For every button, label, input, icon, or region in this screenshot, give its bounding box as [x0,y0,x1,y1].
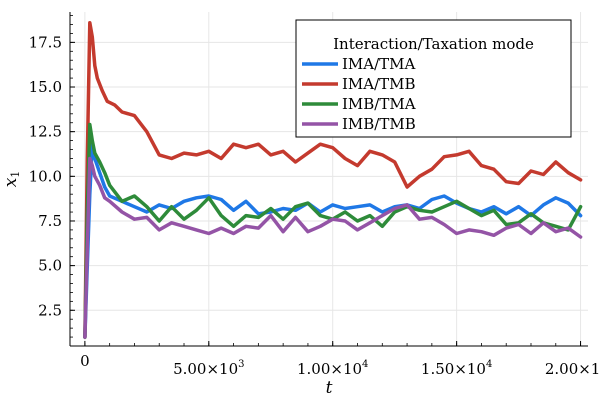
y-axis-label-main: x [1,177,21,187]
y-tick-label: 17.5 [29,33,62,51]
x-axis-label: t [326,378,333,398]
legend-title: Interaction/Taxation mode [333,35,534,53]
x-tick-label: 1.00×104 [297,359,368,378]
x-tick-mantissa: 1.50×10 [421,360,486,378]
series-line [83,122,583,339]
x-tick-mantissa: 1.00×10 [297,360,362,378]
x-tick-mantissa: 0 [80,352,90,370]
axes [69,12,588,347]
x-tick-label: 0 [80,352,90,370]
x-tick-mantissa: 5.00×10 [173,360,238,378]
series-line [83,20,583,339]
legend: Interaction/Taxation mode IMA/TMA IMA/TMB… [295,19,572,138]
legend-entries: IMA/TMA IMA/TMB IMB/TMA IMB/TMB [302,55,416,133]
x-tick-label: 5.00×103 [173,359,244,378]
y-axis-label-subscript: 1 [9,171,22,178]
y-tick-label: 7.5 [38,212,62,230]
legend-label: IMA/TMB [342,75,416,93]
y-axis-label: x1 [1,171,22,188]
x-tick-exponent: 4 [486,359,492,370]
y-tick-label: 10.0 [29,167,62,185]
y-tick-label: 5.0 [38,257,62,275]
y-tick-label: 12.5 [29,123,62,141]
legend-box [295,19,572,138]
series-line [83,156,583,339]
ticks: 2.5 5.0 7.5 10.0 12.5 15.0 17.5 0 5.00×103 1.00×1… [29,15,600,378]
legend-label: IMB/TMB [342,115,416,133]
x-tick-mantissa: 2.00×10 [545,360,600,378]
legend-label: IMA/TMA [342,55,416,73]
x-tick-label: 1.50×104 [421,359,492,378]
x-tick-label: 2.00×104 [545,359,600,378]
x-tick-exponent: 3 [238,359,244,370]
y-tick-label: 15.0 [29,78,62,96]
legend-label: IMB/TMA [342,95,416,113]
series-lines [83,20,583,339]
y-tick-label: 2.5 [38,301,62,319]
x-tick-exponent: 4 [362,359,368,370]
